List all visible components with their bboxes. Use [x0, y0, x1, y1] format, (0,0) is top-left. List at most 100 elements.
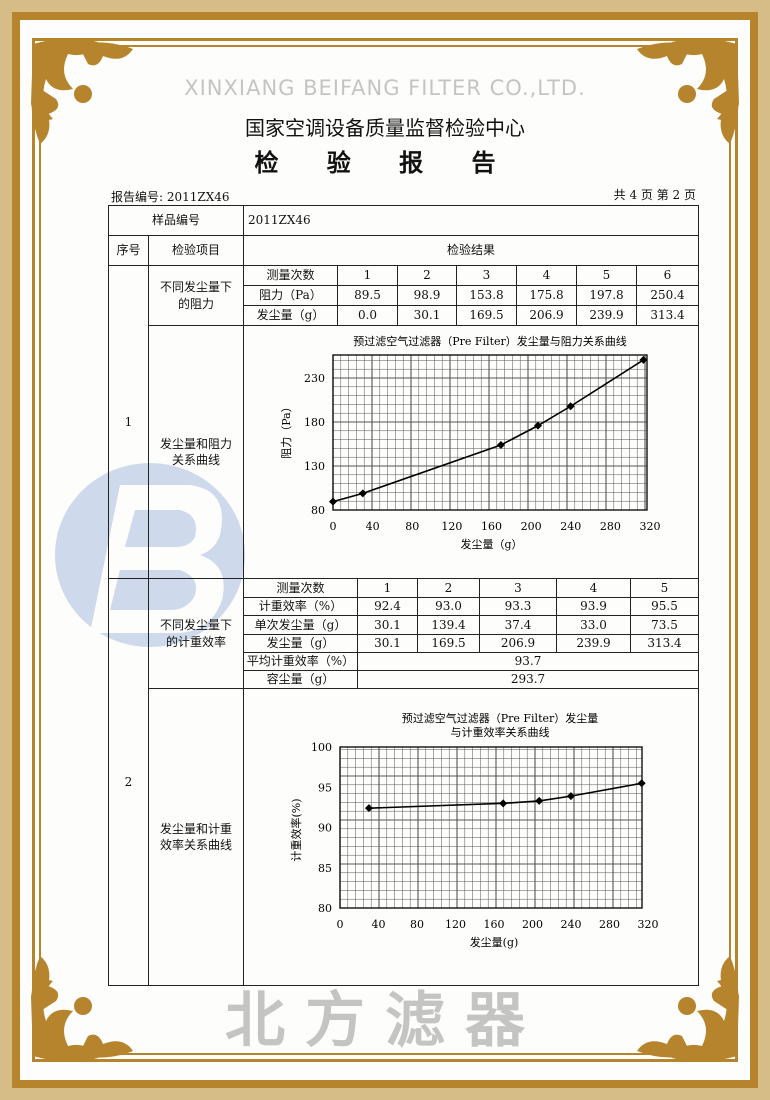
row-label-text: 测量次数 — [266, 268, 315, 283]
corner-ornament-top-left — [31, 38, 133, 144]
table-cell-text: 30.1 — [374, 617, 401, 632]
table-cell-text: 169.5 — [431, 636, 466, 651]
table-cell-text: 4 — [542, 268, 551, 283]
table-cell-text: 3 — [482, 268, 491, 283]
table-cell-text: 33.0 — [580, 617, 607, 632]
chart-cell — [243, 688, 699, 986]
table-cell-text: 206.9 — [500, 636, 536, 651]
table-cell: 313.4 — [636, 305, 699, 326]
table-cell: 206.9 — [479, 633, 557, 653]
table-cell-text: 313.4 — [647, 636, 682, 651]
table-cell-text: 1 — [383, 580, 392, 595]
table-cell: 169.5 — [417, 633, 480, 653]
table-cell-text: 3 — [514, 580, 522, 595]
sample-no-label-text: 样品编号 — [151, 213, 200, 228]
table-cell-text: 2 — [423, 268, 431, 283]
table-cell: 93.3 — [479, 596, 557, 616]
table-cell: 2 — [397, 265, 457, 286]
header-index-text: 序号 — [116, 243, 141, 258]
table-cell-text: 239.9 — [589, 308, 624, 323]
table-cell: 197.8 — [576, 285, 637, 306]
section-item-label: 发尘量和计重效率关系曲线 — [148, 688, 244, 986]
table-cell: 73.5 — [630, 615, 699, 635]
table-cell-text: 93.9 — [580, 599, 607, 614]
table-cell-text: 206.9 — [529, 308, 564, 323]
section-item-label-text: 发尘量和计重效率关系曲线 — [159, 821, 232, 852]
row-label-text: 阻力（Pa） — [259, 288, 322, 303]
table-cell: 0.0 — [337, 305, 398, 326]
table-cell: 3 — [479, 578, 557, 598]
table-cell: 153.8 — [456, 285, 517, 306]
section-index: 1 — [108, 265, 149, 579]
table-cell: 6 — [636, 265, 699, 286]
table-cell-text: 6 — [663, 268, 672, 283]
table-cell-text: 2 — [444, 580, 453, 595]
table-cell-text: 5 — [602, 268, 611, 283]
row-label-text: 测量次数 — [276, 580, 325, 595]
table-cell: 37.4 — [479, 615, 557, 635]
header-result-text: 检验结果 — [446, 243, 495, 258]
watermark-logo — [55, 463, 245, 647]
table-cell-text: 37.4 — [504, 617, 532, 632]
table-cell: 3 — [456, 265, 517, 286]
header-result: 检验结果 — [243, 235, 699, 266]
row-label: 测量次数 — [243, 265, 338, 286]
table-cell: 30.1 — [397, 305, 457, 326]
inner-frame-outer-line — [32, 38, 738, 1062]
row-label: 发尘量（g） — [243, 633, 358, 653]
summary-value: 93.7 — [357, 652, 699, 671]
watermark-brand-text: 北方滤器 — [225, 986, 545, 1056]
section-item-label-text: 发尘量和阻力关系曲线 — [159, 436, 232, 467]
table-cell: 206.9 — [516, 305, 577, 326]
table-cell: 250.4 — [636, 285, 699, 306]
header-item: 检验项目 — [148, 235, 244, 266]
table-cell-text: 169.5 — [469, 308, 504, 323]
row-label-text: 计重效率（%） — [258, 599, 343, 614]
row-label: 计重效率（%） — [243, 596, 358, 616]
table-cell-text: 98.9 — [413, 288, 441, 303]
summary-label: 容尘量（g） — [243, 670, 358, 689]
chart-cell — [243, 325, 699, 579]
table-cell-text: 197.8 — [589, 288, 624, 303]
summary-value-text: 93.7 — [514, 654, 542, 669]
table-cell-text: 30.1 — [374, 636, 401, 651]
table-cell: 1 — [337, 265, 398, 286]
table-cell: 4 — [516, 265, 577, 286]
table-cell-text: 30.1 — [413, 308, 441, 323]
table-cell: 33.0 — [556, 615, 631, 635]
section-index-text: 1 — [124, 414, 133, 429]
table-cell: 4 — [556, 578, 631, 598]
row-label-text: 发尘量（g） — [266, 636, 335, 651]
table-cell: 169.5 — [456, 305, 517, 326]
table-cell: 175.8 — [516, 285, 577, 306]
table-cell: 239.9 — [576, 305, 637, 326]
row-label-text: 发尘量（g） — [256, 308, 325, 323]
row-label: 测量次数 — [243, 578, 358, 598]
table-cell-text: 139.4 — [431, 617, 466, 632]
table-cell-text: 175.8 — [529, 288, 564, 303]
table-cell-text: 93.3 — [504, 599, 532, 614]
table-cell-text: 0.0 — [357, 308, 378, 323]
section-item-label-text: 不同发尘量下的阻力 — [159, 280, 232, 311]
table-cell: 89.5 — [337, 285, 398, 306]
corner-ornament-top-right — [637, 38, 739, 144]
inner-frame-inner-line — [39, 45, 731, 1055]
summary-value: 293.7 — [357, 670, 699, 689]
sample-no-value-text: 2011ZX46 — [248, 213, 311, 228]
section-index-text: 2 — [124, 774, 133, 789]
table-cell-text: 313.4 — [650, 308, 685, 323]
table-cell-text: 92.4 — [374, 599, 401, 614]
section-item-label: 不同发尘量下的计重效率 — [148, 578, 244, 689]
table-cell: 98.9 — [397, 285, 457, 306]
table-cell: 313.4 — [630, 633, 699, 653]
table-cell-text: 5 — [660, 580, 669, 595]
table-cell: 30.1 — [357, 615, 418, 635]
sample-no-value: 2011ZX46 — [243, 205, 699, 236]
watermark-brand-english: XINXIANG BEIFANG FILTER CO.,LTD. — [184, 76, 586, 100]
summary-value-text: 293.7 — [510, 672, 546, 687]
table-cell-text: 250.4 — [650, 288, 685, 303]
summary-label-text: 平均计重效率（%） — [246, 654, 355, 669]
sample-no-label: 样品编号 — [108, 205, 244, 236]
table-cell: 2 — [417, 578, 480, 598]
row-label: 发尘量（g） — [243, 305, 338, 326]
